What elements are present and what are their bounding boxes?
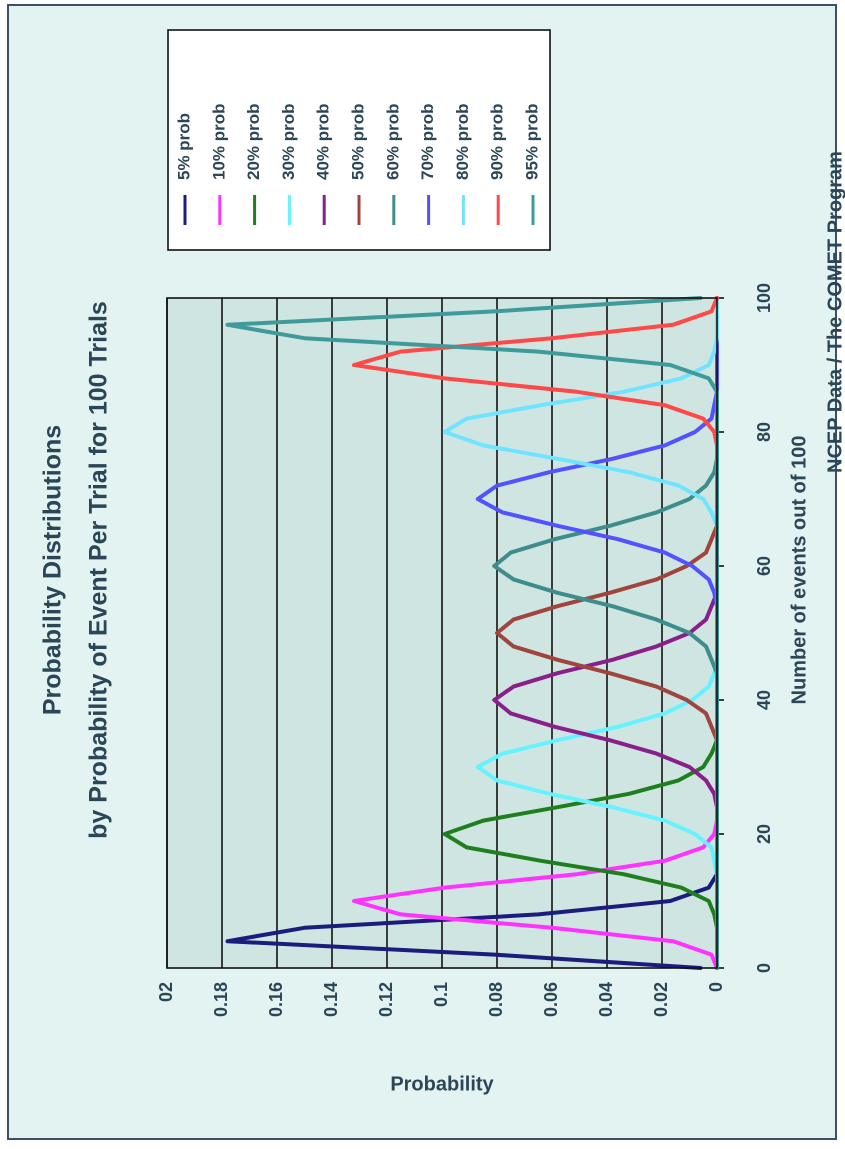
y-tick-label: 0.04 [596, 982, 616, 1017]
legend-label: 95% prob [522, 103, 541, 180]
legend-box [167, 29, 551, 251]
x-tick-label: 20 [754, 824, 774, 844]
legend-label: 40% prob [314, 103, 333, 180]
y-tick-label: 0.18 [211, 982, 231, 1017]
legend-label: 30% prob [279, 103, 298, 180]
chart-subtitle: by Probability of Event Per Trial for 10… [85, 301, 113, 839]
x-tick-label: 0 [754, 963, 774, 973]
y-tick-label: 0.16 [266, 982, 286, 1017]
legend-label: 20% prob [244, 103, 263, 180]
legend-label: 80% prob [453, 103, 472, 180]
x-tick-label: 100 [754, 283, 774, 313]
legend-label: 10% prob [209, 103, 228, 180]
y-tick-label: 0.02 [651, 982, 671, 1017]
legend-label: 90% prob [488, 103, 507, 180]
legend-label: 60% prob [383, 103, 402, 180]
x-tick-label: 40 [754, 690, 774, 710]
y-tick-label: 0.08 [486, 982, 506, 1017]
x-tick-label: 80 [754, 422, 774, 442]
rotated-chart: Probability Distributions by Probability… [39, 29, 845, 1095]
y-tick-label: 0.1 [431, 982, 451, 1007]
chart-title: Probability Distributions [39, 425, 67, 715]
legend-label: 50% prob [348, 103, 367, 180]
plot-border [166, 297, 718, 969]
y-tick-label: 0.14 [321, 982, 341, 1017]
x-axis-label: Number of events out of 100 [788, 436, 810, 705]
y-tick-label: 0.06 [541, 982, 561, 1017]
y-axis-label: Probability [390, 1073, 494, 1095]
x-tick-label: 60 [754, 556, 774, 576]
legend-label: 70% prob [418, 103, 437, 180]
y-tick-label: 0.12 [376, 982, 396, 1017]
y-tick-label: 02 [156, 982, 176, 1002]
y-tick-label: 0 [706, 982, 726, 992]
source: NCEP Data / The COMET Program [824, 151, 845, 473]
legend-label: 5% prob [174, 113, 193, 180]
